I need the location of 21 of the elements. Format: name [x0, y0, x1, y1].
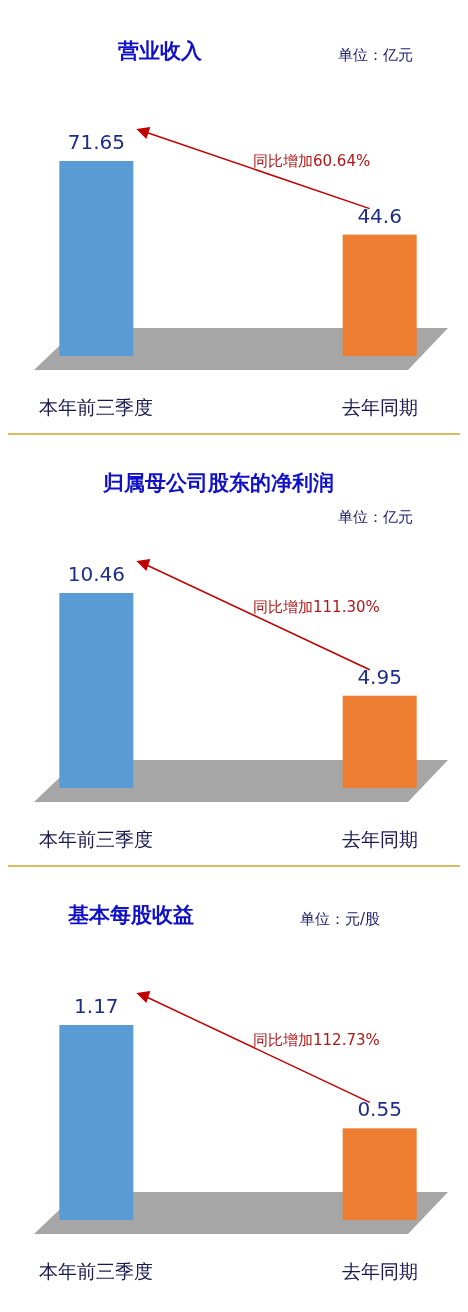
- data-label: 10.46: [67, 562, 125, 586]
- chart-subtitle: 单位：亿元: [338, 508, 413, 526]
- x-tick-label: 本年前三季度: [39, 828, 154, 850]
- x-tick-label: 去年同期: [341, 1260, 418, 1282]
- annotation: 同比增加112.73%: [253, 1030, 380, 1049]
- x-tick-label: 本年前三季度: [39, 396, 154, 418]
- x-tick-label: 去年同期: [341, 828, 418, 850]
- data-label: 44.6: [357, 203, 402, 228]
- x-tick-label: 本年前三季度: [39, 1260, 154, 1282]
- data-label: 1.17: [74, 994, 119, 1018]
- data-label: 4.95: [357, 664, 402, 689]
- annotation: 同比增加60.64%: [253, 151, 371, 170]
- annotation: 同比增加111.30%: [253, 598, 380, 617]
- data-label: 0.55: [357, 1097, 402, 1122]
- data-label: 71.65: [67, 130, 125, 154]
- chart-subtitle: 单位：亿元: [338, 46, 413, 64]
- chart-subtitle: 单位：元/股: [300, 910, 381, 928]
- chart-title: 营业收入: [117, 39, 203, 63]
- x-tick-label: 去年同期: [341, 396, 418, 418]
- chart-title: 归属母公司股东的净利润: [102, 471, 334, 495]
- chart-title: 基本每股收益: [67, 903, 194, 927]
